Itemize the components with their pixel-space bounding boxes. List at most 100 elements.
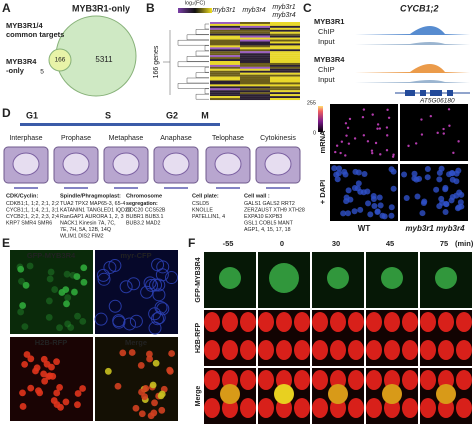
nucleus (112, 315, 126, 329)
heatmap-cell (210, 98, 240, 101)
nucleus (156, 302, 170, 316)
color-scale (178, 8, 212, 13)
heatmap-cell (240, 27, 270, 30)
heatmap-cell (270, 41, 300, 44)
label: CYCB1;2 (400, 3, 439, 13)
label: common targets (6, 30, 64, 39)
dendrogram (195, 50, 209, 57)
heatmap-cell (270, 57, 300, 60)
nucleus (12, 152, 40, 176)
spot (447, 108, 451, 111)
label: GFP-MYB3R4 (27, 251, 76, 260)
dendrogram (204, 66, 209, 73)
heatmap-cell (270, 59, 300, 62)
heatmap-cell (240, 29, 270, 32)
label: CDKB1;1, 1;2, 2;1, 2;2 (6, 201, 59, 207)
spot (442, 208, 449, 215)
label: segregation: (126, 201, 158, 207)
label: NACK1 Kinesin 7A, 7C, (60, 220, 116, 226)
nucleus (222, 340, 238, 360)
label: TUA2 TPX2 MAP65-3, 65-4 (60, 201, 125, 207)
heatmap-cell (240, 61, 270, 63)
panel-label: A (2, 1, 11, 15)
nucleus (137, 362, 145, 369)
spot (390, 185, 397, 192)
nucleus (204, 370, 220, 390)
nucleus (294, 340, 310, 360)
nucleus (158, 390, 166, 398)
spot (392, 153, 395, 156)
label: BUBR1 BUB3.1 (126, 214, 163, 220)
label: PATELLIN1, 4 (192, 214, 225, 220)
nucleus (420, 312, 436, 332)
heatmap-cell (210, 92, 240, 95)
nucleus (258, 370, 274, 390)
heatmap-cell (240, 57, 270, 60)
heatmap-cell (240, 59, 270, 62)
nucleus (45, 313, 53, 321)
spot (345, 187, 352, 194)
label: myb3r4 (242, 7, 265, 14)
label: WLIM1 DIS2 FIM2 (60, 233, 104, 239)
heatmap-cell (240, 31, 270, 34)
heatmap-cell (240, 82, 270, 85)
heatmap-cell (240, 94, 270, 97)
spot (414, 193, 421, 200)
spot (362, 134, 366, 137)
spot (388, 204, 395, 211)
heatmap-cell (270, 88, 300, 91)
heatmap-cell (210, 29, 240, 32)
nucleus (168, 350, 176, 357)
nucleus (148, 321, 162, 335)
heatmap-cell (210, 22, 240, 24)
track (355, 42, 470, 45)
micrograph (95, 250, 178, 334)
label: KNOLLE (192, 207, 213, 213)
micrograph (330, 104, 398, 161)
nucleus (294, 398, 310, 418)
spot (340, 210, 347, 217)
nucleus (146, 355, 153, 363)
nucleus (204, 398, 220, 418)
nucleus (104, 367, 112, 375)
label: WT (358, 224, 371, 233)
heatmap-cell (270, 22, 300, 24)
spot (378, 127, 382, 130)
label: MYB3R1 (314, 17, 344, 26)
spot (344, 154, 347, 157)
heatmap-cell (210, 80, 240, 83)
micrograph (10, 250, 93, 334)
spot (357, 206, 364, 213)
label: ChIP (318, 65, 335, 74)
heatmap-cell (270, 29, 300, 32)
spot (387, 116, 391, 119)
heatmap-cell (210, 84, 240, 87)
spot (414, 142, 418, 145)
heatmap-cell (240, 96, 270, 99)
label: log₂(FC) (185, 0, 206, 6)
heatmap-cell (210, 47, 240, 50)
spot (449, 170, 456, 177)
nucleus (21, 360, 29, 368)
spot (366, 140, 370, 143)
heatmap-cell (240, 86, 270, 89)
nucleus (258, 312, 274, 332)
dendrogram (204, 23, 209, 30)
heatmap-cell (270, 37, 300, 40)
nucleus (19, 389, 26, 397)
heatmap-cell (210, 61, 240, 63)
nucleus (420, 370, 436, 390)
nucleus (51, 286, 59, 293)
nucleus (382, 384, 402, 404)
label: (min) (455, 239, 474, 248)
label: G1 (26, 110, 38, 120)
nucleus (384, 340, 400, 360)
spot (340, 140, 344, 143)
nucleus (274, 384, 294, 404)
label: 45 (386, 239, 394, 248)
spot (336, 165, 343, 172)
spot (420, 133, 424, 136)
heatmap-cell (210, 57, 240, 60)
label: Input (318, 37, 336, 46)
spot (436, 169, 443, 176)
